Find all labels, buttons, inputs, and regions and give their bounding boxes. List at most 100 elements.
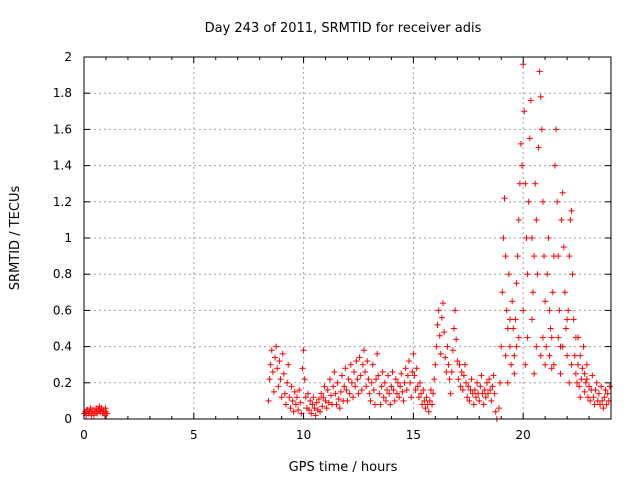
data-point	[512, 316, 519, 323]
data-point	[465, 383, 472, 390]
y-tick-labels: 0 0.2 0.4 0.6 0.8 1 1.2 1.4 1.6 1.8 2	[53, 50, 72, 426]
data-point	[541, 253, 548, 260]
data-point	[429, 401, 436, 408]
data-point	[558, 216, 565, 223]
data-point	[593, 379, 600, 386]
data-point	[564, 316, 571, 323]
data-point	[581, 370, 588, 377]
data-point	[455, 376, 462, 383]
data-point	[515, 334, 522, 341]
data-point	[320, 394, 327, 401]
data-point	[517, 140, 524, 147]
data-point	[600, 405, 607, 412]
data-point	[283, 401, 290, 408]
data-point	[511, 352, 518, 359]
axis-ticks	[83, 56, 611, 420]
data-point	[380, 394, 387, 401]
data-point	[366, 390, 373, 397]
data-point	[309, 401, 316, 408]
data-point	[301, 376, 308, 383]
data-point	[273, 343, 280, 350]
data-point	[281, 390, 288, 397]
data-point	[412, 387, 419, 394]
data-point	[537, 93, 544, 100]
data-point	[487, 387, 494, 394]
data-point	[342, 365, 349, 372]
x-tick-label: 15	[406, 428, 421, 442]
data-point	[485, 390, 492, 397]
data-point	[321, 383, 328, 390]
data-point	[568, 361, 575, 368]
data-point	[419, 401, 426, 408]
data-point	[299, 365, 306, 372]
data-point	[88, 412, 95, 419]
data-point	[533, 216, 540, 223]
data-point	[583, 376, 590, 383]
data-point	[351, 368, 358, 375]
data-point	[275, 383, 282, 390]
data-point	[297, 399, 304, 406]
data-point	[470, 401, 477, 408]
data-point	[357, 372, 364, 379]
data-point	[300, 347, 307, 354]
data-point	[274, 365, 281, 372]
data-point	[410, 350, 417, 357]
data-point	[497, 379, 504, 386]
data-point	[373, 376, 380, 383]
data-point	[341, 383, 348, 390]
data-point	[453, 336, 460, 343]
data-point	[454, 358, 461, 365]
data-point	[533, 343, 540, 350]
data-point	[402, 365, 409, 372]
data-point	[378, 383, 385, 390]
data-point	[420, 387, 427, 394]
data-point	[560, 244, 567, 251]
data-point	[324, 387, 331, 394]
data-point	[276, 358, 283, 365]
data-point	[565, 307, 572, 314]
data-point	[571, 352, 578, 359]
data-point	[426, 397, 433, 404]
x-tick-label: 10	[296, 428, 311, 442]
data-point	[530, 289, 537, 296]
data-point	[589, 372, 596, 379]
data-point	[474, 379, 481, 386]
data-point	[353, 358, 360, 365]
data-point	[459, 387, 466, 394]
data-point	[559, 189, 566, 196]
data-point	[310, 394, 317, 401]
data-point	[356, 354, 363, 361]
data-point	[392, 376, 399, 383]
data-point	[539, 334, 546, 341]
data-point	[597, 401, 604, 408]
data-point	[308, 410, 315, 417]
data-point	[499, 289, 506, 296]
data-point	[550, 361, 557, 368]
data-point	[523, 235, 530, 241]
data-point	[502, 253, 509, 260]
data-points	[81, 61, 613, 422]
data-point	[374, 350, 381, 357]
data-point	[524, 271, 531, 278]
data-point	[307, 397, 314, 404]
data-point	[348, 379, 355, 386]
data-point	[461, 361, 468, 368]
data-point	[520, 307, 527, 314]
data-point	[317, 408, 324, 415]
data-point	[415, 394, 422, 401]
data-point	[371, 401, 378, 408]
data-point	[279, 350, 286, 357]
data-point	[285, 361, 292, 368]
data-point	[408, 394, 415, 401]
data-point	[566, 253, 573, 260]
data-point	[436, 332, 443, 339]
data-point	[531, 253, 538, 260]
data-point	[411, 372, 418, 379]
y-tick-label: 0.8	[53, 267, 72, 281]
data-point	[346, 390, 353, 397]
data-point	[322, 397, 329, 404]
data-point	[492, 408, 499, 415]
data-point	[267, 361, 274, 368]
data-point	[559, 343, 566, 350]
